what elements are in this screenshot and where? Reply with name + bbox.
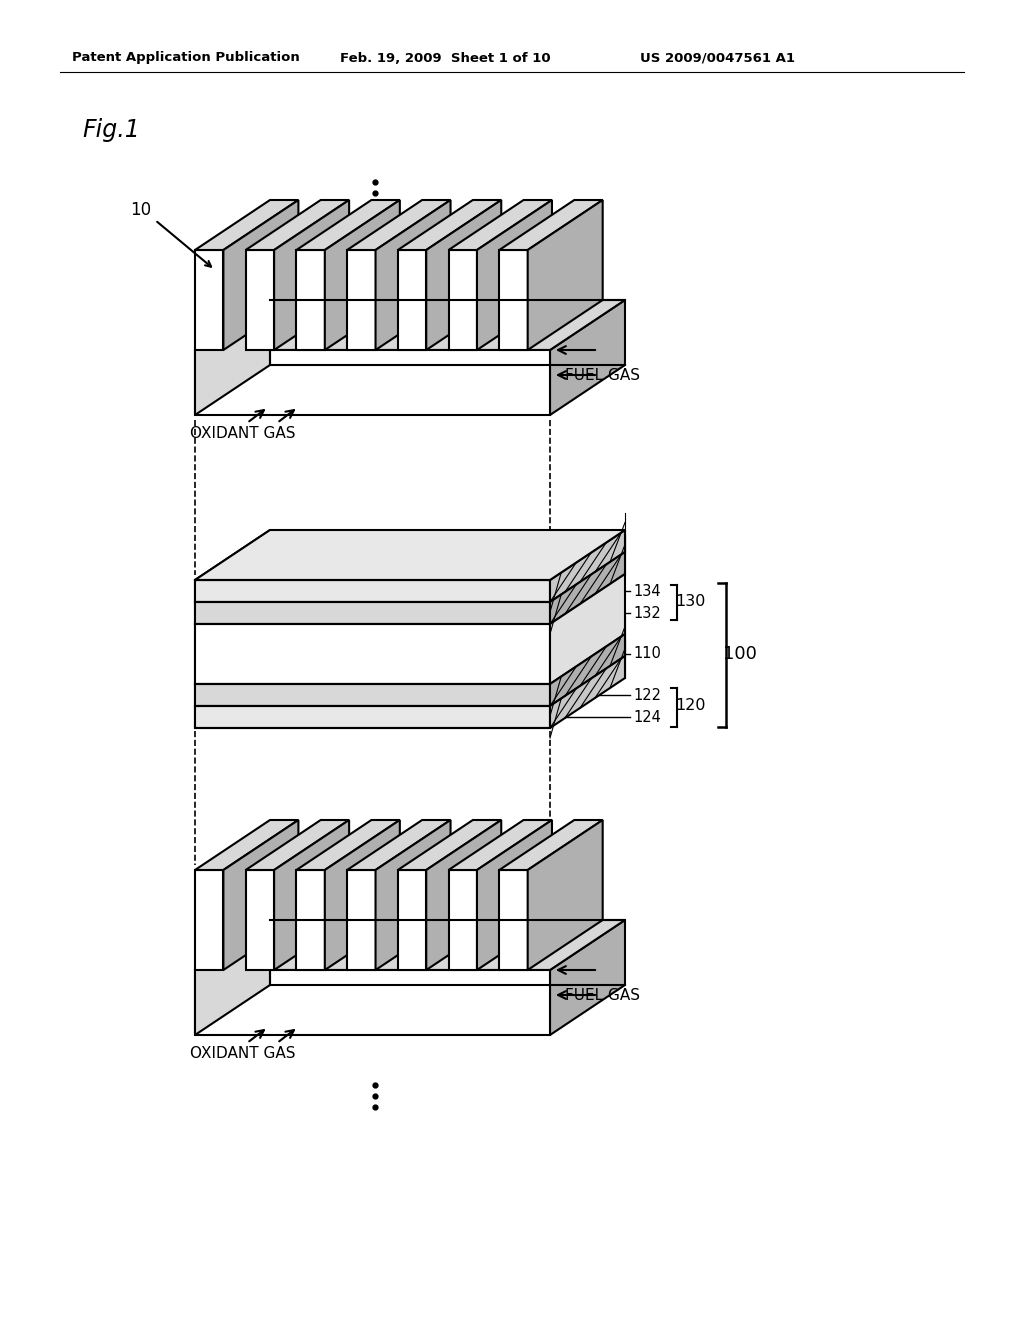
Polygon shape bbox=[195, 624, 550, 684]
Polygon shape bbox=[296, 870, 325, 970]
Polygon shape bbox=[195, 300, 625, 350]
Text: 110: 110 bbox=[633, 647, 660, 661]
Polygon shape bbox=[246, 249, 274, 350]
Polygon shape bbox=[195, 579, 550, 602]
Polygon shape bbox=[347, 201, 451, 249]
Polygon shape bbox=[195, 920, 625, 970]
Polygon shape bbox=[195, 201, 298, 249]
Polygon shape bbox=[426, 201, 502, 350]
Text: Fig.1: Fig.1 bbox=[82, 117, 139, 143]
Text: 130: 130 bbox=[675, 594, 706, 610]
Polygon shape bbox=[398, 820, 502, 870]
Polygon shape bbox=[500, 870, 527, 970]
Polygon shape bbox=[195, 970, 550, 1035]
Polygon shape bbox=[195, 684, 550, 706]
Polygon shape bbox=[274, 820, 349, 970]
Polygon shape bbox=[195, 531, 625, 579]
Text: 132: 132 bbox=[633, 606, 660, 620]
Text: FUEL GAS: FUEL GAS bbox=[565, 987, 640, 1002]
Polygon shape bbox=[347, 820, 451, 870]
Polygon shape bbox=[274, 201, 349, 350]
Polygon shape bbox=[296, 201, 399, 249]
Polygon shape bbox=[550, 531, 625, 602]
Text: Patent Application Publication: Patent Application Publication bbox=[72, 51, 300, 65]
Text: 10: 10 bbox=[130, 201, 152, 219]
Polygon shape bbox=[426, 820, 502, 970]
Polygon shape bbox=[398, 870, 426, 970]
Polygon shape bbox=[195, 249, 223, 350]
Text: 134: 134 bbox=[633, 583, 660, 598]
Text: FUEL GAS: FUEL GAS bbox=[565, 367, 640, 383]
Polygon shape bbox=[195, 706, 550, 729]
Polygon shape bbox=[398, 249, 426, 350]
Polygon shape bbox=[527, 820, 603, 970]
Polygon shape bbox=[223, 820, 298, 970]
Polygon shape bbox=[449, 870, 477, 970]
Polygon shape bbox=[500, 201, 603, 249]
Text: Feb. 19, 2009  Sheet 1 of 10: Feb. 19, 2009 Sheet 1 of 10 bbox=[340, 51, 551, 65]
Text: US 2009/0047561 A1: US 2009/0047561 A1 bbox=[640, 51, 795, 65]
Polygon shape bbox=[500, 820, 603, 870]
Polygon shape bbox=[296, 249, 325, 350]
Polygon shape bbox=[347, 249, 376, 350]
Polygon shape bbox=[195, 920, 270, 1035]
Polygon shape bbox=[195, 531, 270, 729]
Text: 100: 100 bbox=[723, 645, 757, 663]
Polygon shape bbox=[325, 201, 399, 350]
Polygon shape bbox=[550, 300, 625, 414]
Polygon shape bbox=[527, 201, 603, 350]
Text: OXIDANT GAS: OXIDANT GAS bbox=[190, 425, 296, 441]
Text: 120: 120 bbox=[675, 698, 706, 714]
Polygon shape bbox=[347, 870, 376, 970]
Polygon shape bbox=[550, 920, 625, 1035]
Polygon shape bbox=[398, 201, 502, 249]
Polygon shape bbox=[477, 820, 552, 970]
Polygon shape bbox=[550, 634, 625, 706]
Text: OXIDANT GAS: OXIDANT GAS bbox=[190, 1045, 296, 1060]
Polygon shape bbox=[376, 820, 451, 970]
Polygon shape bbox=[223, 201, 298, 350]
Polygon shape bbox=[550, 656, 625, 729]
Polygon shape bbox=[449, 201, 552, 249]
Polygon shape bbox=[449, 820, 552, 870]
Text: 122: 122 bbox=[633, 688, 662, 702]
Polygon shape bbox=[325, 820, 399, 970]
Polygon shape bbox=[477, 201, 552, 350]
Polygon shape bbox=[195, 300, 270, 414]
Text: 124: 124 bbox=[633, 710, 660, 725]
Polygon shape bbox=[195, 602, 550, 624]
Polygon shape bbox=[195, 870, 223, 970]
Polygon shape bbox=[550, 552, 625, 624]
Polygon shape bbox=[195, 350, 550, 414]
Polygon shape bbox=[195, 820, 298, 870]
Polygon shape bbox=[550, 574, 625, 684]
Polygon shape bbox=[449, 249, 477, 350]
Polygon shape bbox=[246, 820, 349, 870]
Polygon shape bbox=[246, 201, 349, 249]
Polygon shape bbox=[296, 820, 399, 870]
Polygon shape bbox=[246, 870, 274, 970]
Text: 200: 200 bbox=[565, 891, 597, 909]
Text: 200: 200 bbox=[565, 271, 597, 289]
Polygon shape bbox=[500, 249, 527, 350]
Polygon shape bbox=[376, 201, 451, 350]
